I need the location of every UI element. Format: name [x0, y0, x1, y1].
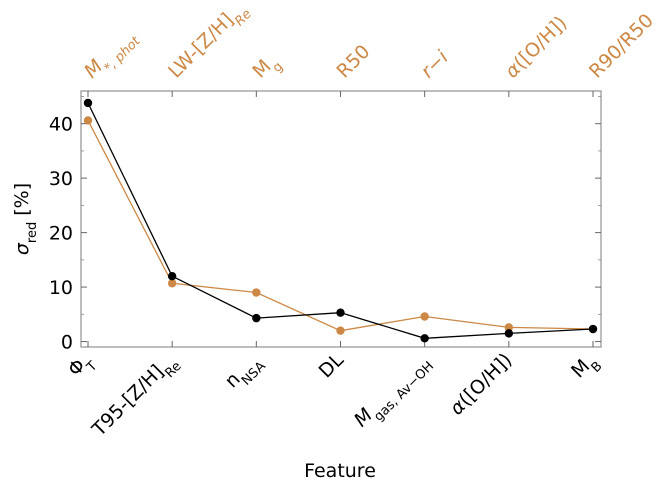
x-tick-label-group: MB — [567, 349, 605, 387]
x-tick-label-group: DL — [315, 349, 349, 383]
top-tick-label: α([O/H]) — [501, 12, 572, 83]
series-point-bottom — [504, 329, 514, 338]
series-point-bottom — [588, 324, 598, 334]
top-tick-label: M*, phot — [80, 23, 144, 87]
x-tick-label-group: ΦT — [64, 349, 100, 385]
series-point-top — [420, 312, 429, 321]
top-tick-label-group: r−i — [417, 46, 454, 83]
y-tick-label: 0 — [61, 332, 73, 354]
top-tick-label-group: M*, phot — [80, 23, 144, 87]
x-tick-label-group: Mgas, Av−OH — [350, 349, 437, 436]
y-tick-label: 40 — [49, 114, 73, 136]
x-tick-label: Mgas, Av−OH — [350, 349, 437, 436]
x-tick-label: nNSA — [221, 349, 269, 397]
x-tick-label-group: T95-[Z/H]Re — [87, 349, 184, 446]
top-tick-label-group: R90/R50 — [585, 10, 658, 83]
y-tick-label: 30 — [49, 168, 73, 190]
x-tick-label: ΦT — [64, 349, 100, 385]
series-point-bottom — [167, 271, 177, 281]
top-tick-label-group: LW-[Z/H]Re — [164, 0, 254, 87]
series-point-bottom — [420, 334, 429, 343]
series-point-bottom — [83, 98, 93, 108]
series-point-top — [504, 323, 514, 332]
series-line-top — [87, 120, 594, 332]
y-axis-ticks: 0 10 20 30 40 — [49, 96, 601, 354]
series-point-top — [167, 279, 177, 288]
y-tick-label: 20 — [49, 223, 73, 245]
top-tick-label-group: α([O/H]) — [501, 12, 572, 83]
top-tick-label-group: R50 — [332, 41, 374, 83]
x-tick-label-group: α([O/H]) — [446, 349, 517, 420]
series-point-top — [336, 326, 345, 335]
series-point-top — [83, 116, 93, 125]
series-point-bottom — [252, 313, 261, 323]
y-tick-label: 10 — [49, 277, 73, 299]
top-tick-label: R90/R50 — [585, 10, 658, 83]
series-line-bottom — [87, 102, 594, 339]
top-tick-label: Mg — [248, 50, 286, 88]
x-axis-title: Feature — [304, 460, 376, 482]
series-point-top — [252, 288, 261, 297]
series-point-bottom — [336, 308, 345, 317]
top-tick-label-group: Mg — [248, 50, 286, 88]
series-layer — [83, 98, 598, 343]
top-tick-label: LW-[Z/H]Re — [164, 0, 254, 87]
y-axis-title: σred [%] — [11, 183, 40, 255]
x-tick-label: T95-[Z/H]Re — [87, 349, 184, 446]
top-tick-label: r−i — [417, 46, 454, 83]
x-tick-label-group: nNSA — [221, 349, 269, 397]
x-tick-label: MB — [567, 349, 605, 387]
top-tick-label: R50 — [332, 41, 374, 83]
x-tick-label: DL — [315, 349, 349, 383]
x-tick-label: α([O/H]) — [446, 349, 517, 420]
